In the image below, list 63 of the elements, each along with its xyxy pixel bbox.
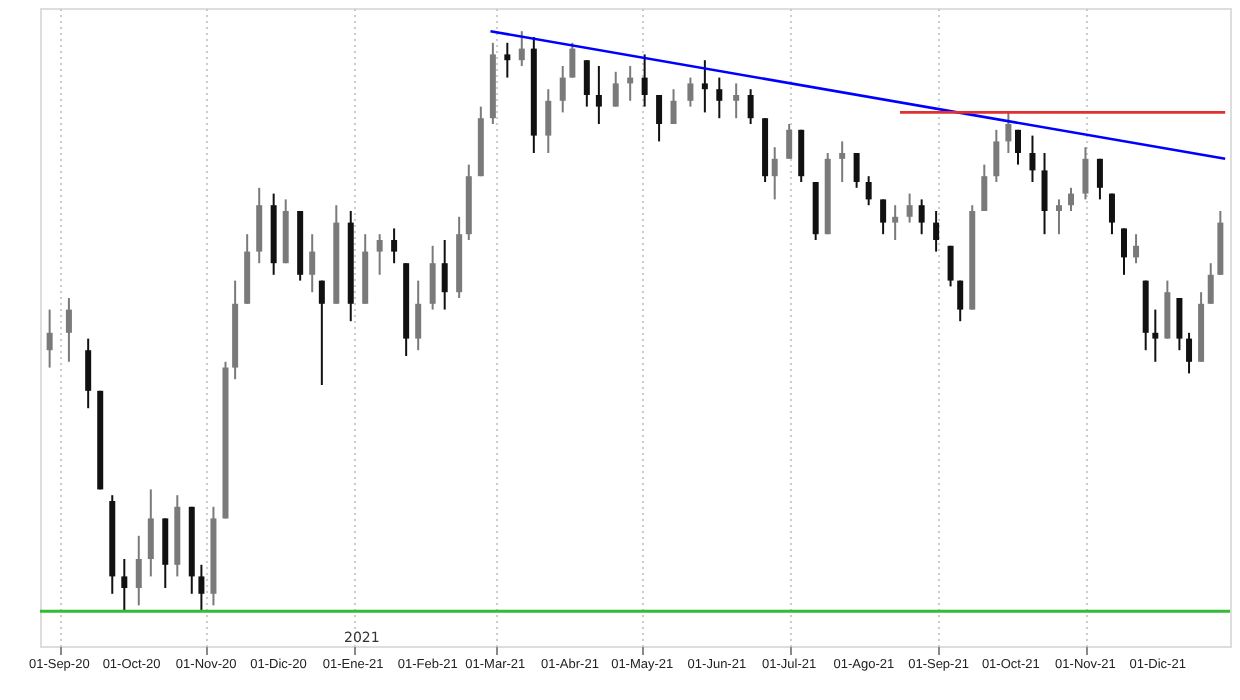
candlestick: [518, 30, 525, 67]
candlestick: [1029, 134, 1036, 183]
candlestick: [135, 534, 142, 607]
candlestick: [376, 233, 383, 276]
candlestick: [162, 517, 169, 589]
candlestick: [687, 76, 694, 108]
candlestick: [1082, 146, 1089, 201]
candlestick: [747, 88, 754, 125]
candlestick: [701, 59, 708, 114]
candlestick: [612, 70, 619, 108]
candlestick: [880, 198, 887, 236]
candlestick: [1005, 111, 1012, 154]
candlestick: [1133, 233, 1140, 265]
candlestick: [121, 558, 128, 613]
candlestick: [429, 244, 436, 311]
candlestick: [391, 227, 398, 265]
candlestick: [318, 279, 325, 386]
candlestick: [981, 163, 988, 212]
candlestick: [716, 76, 723, 120]
candlestick: [1015, 128, 1022, 166]
candlestick: [918, 198, 925, 236]
candlestick: [892, 204, 899, 241]
candlestick: [441, 239, 448, 311]
candlestick: [641, 53, 648, 108]
candlestick: [569, 41, 576, 79]
candlestick: [1055, 198, 1062, 236]
candlestick: [1108, 192, 1115, 236]
candlestick: [504, 41, 511, 79]
candlestick: [1152, 308, 1159, 363]
candlestick: [545, 88, 552, 154]
candlestick: [583, 59, 590, 108]
candlestick: [771, 146, 778, 201]
candlestick: [559, 65, 566, 114]
candlestick: [309, 233, 316, 294]
candlestick: [933, 210, 940, 253]
candlestick: [1207, 262, 1214, 305]
candlestick: [865, 175, 872, 207]
candlestick: [656, 94, 663, 143]
candlestick: [947, 244, 954, 288]
candlestick: [993, 128, 1000, 183]
candlestick: [198, 563, 205, 613]
candlestick: [853, 152, 860, 189]
candlestick: [1121, 227, 1128, 276]
candlestick: [85, 337, 92, 410]
candlestick: [1041, 152, 1048, 236]
candlestick: [839, 140, 846, 183]
candlestick: [798, 128, 805, 183]
candlestick: [65, 297, 72, 363]
candlestick: [46, 308, 53, 369]
candlestick: [733, 82, 740, 120]
candlestick: [1096, 157, 1103, 201]
candlestick: [786, 123, 793, 160]
candlestick: [256, 186, 263, 265]
candlestick: [1068, 186, 1075, 212]
candlestick: [1164, 279, 1171, 340]
candlestick: [1176, 297, 1183, 352]
candlestick: [670, 88, 677, 125]
candlestick: [906, 192, 913, 224]
candlestick: [147, 488, 154, 578]
candlestick: [595, 65, 602, 125]
candlestick: [1186, 331, 1193, 375]
candlestick: [957, 279, 964, 323]
candlestick: [415, 279, 422, 352]
